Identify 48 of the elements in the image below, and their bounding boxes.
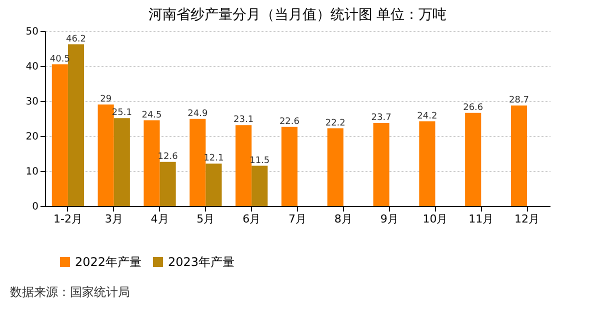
bar — [510, 106, 528, 206]
data-label: 22.6 — [279, 116, 300, 127]
x-tick-label: 11月 — [468, 212, 494, 226]
data-label: 24.2 — [417, 111, 438, 122]
bar — [465, 112, 482, 206]
bar — [236, 125, 252, 206]
data-label: 22.2 — [325, 118, 346, 128]
y-tick-label: 20 — [26, 132, 38, 142]
bar — [419, 121, 436, 206]
bar — [114, 118, 130, 206]
data-label: 29 — [100, 94, 112, 104]
data-label: 23.7 — [371, 113, 392, 124]
x-tick-label: 10月 — [422, 212, 448, 226]
y-tick-label: 30 — [26, 96, 38, 108]
y-tick-label: 40 — [26, 62, 38, 72]
bar — [373, 123, 390, 206]
x-tick-label: 6月 — [242, 212, 261, 226]
data-label: 24.5 — [142, 110, 162, 120]
bar — [281, 126, 298, 206]
bar — [98, 104, 114, 206]
source-note: 数据来源：国家统计局 — [10, 285, 130, 299]
legend-label: 2023年产量 — [168, 255, 235, 269]
data-label: 46.2 — [66, 34, 86, 44]
y-tick-label: 10 — [26, 166, 38, 178]
bar — [327, 128, 344, 206]
x-tick-label: 9月 — [380, 212, 398, 226]
x-tick-label: 4月 — [150, 212, 169, 226]
y-tick-label: 50 — [26, 26, 38, 38]
bar — [160, 162, 176, 206]
bar — [206, 164, 222, 206]
x-tick-label: 8月 — [334, 212, 352, 226]
legend-label: 2022年产量 — [75, 255, 142, 269]
x-tick-label: 5月 — [196, 212, 215, 226]
bar — [190, 118, 206, 206]
x-tick-label: 7月 — [288, 212, 306, 226]
x-tick-label: 3月 — [104, 212, 123, 226]
bar — [52, 64, 68, 206]
data-label: 24.9 — [188, 108, 208, 119]
bar — [252, 166, 268, 206]
data-label: 28.7 — [508, 96, 530, 106]
bar — [68, 44, 84, 206]
x-tick-label: 12月 — [514, 212, 540, 226]
data-label: 23.1 — [234, 115, 254, 126]
y-tick-label: 0 — [32, 202, 38, 212]
data-label: 26.6 — [463, 102, 484, 113]
chart-title: 河南省纱产量分月（当月值）统计图 单位：万吨 — [148, 7, 447, 23]
bar — [144, 120, 160, 206]
x-tick-label: 1-2月 — [53, 212, 82, 226]
